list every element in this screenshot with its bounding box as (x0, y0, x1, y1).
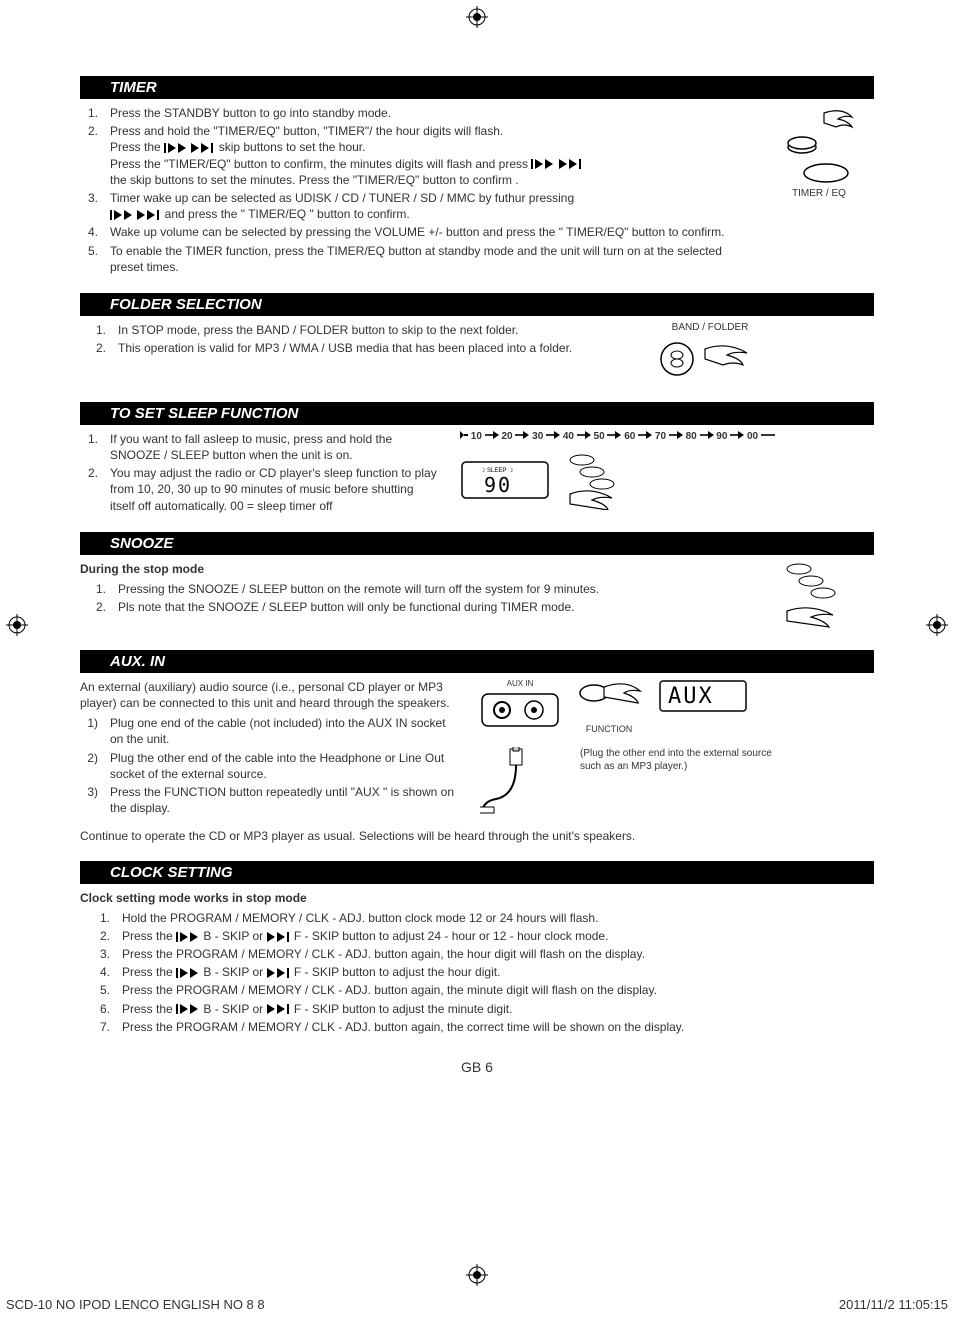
skip-forward-icon (267, 932, 291, 942)
heading-folder: FOLDER SELECTION (80, 293, 874, 316)
skip-forward-icon (137, 210, 161, 220)
list-item: 1)Plug one end of the cable (not include… (80, 715, 460, 747)
heading-timer: TIMER (80, 76, 874, 99)
aux-display-icon: AUX (658, 679, 748, 713)
hand-press-timer-icon (774, 105, 864, 185)
skip-back-icon (176, 1004, 200, 1014)
sleep-display-value: 90 (484, 473, 512, 497)
list-item: 2.Pls note that the SNOOZE / SLEEP butto… (80, 599, 744, 615)
list-item: 2.Press the B - SKIP or F - SKIP button … (80, 928, 874, 944)
hand-press-folder-icon (655, 333, 765, 383)
list-item: 6.Press the B - SKIP or F - SKIP button … (80, 1001, 874, 1017)
list-item: 4.Wake up volume can be selected by pres… (80, 224, 744, 240)
hand-press-snooze-icon (779, 561, 859, 631)
aux-function-label: FUNCTION (574, 724, 644, 734)
snooze-row: During the stop mode 1.Pressing the SNOO… (80, 561, 874, 634)
sleep-list: 1.If you want to fall asleep to music, p… (80, 431, 440, 514)
list-item: 2)Plug the other end of the cable into t… (80, 750, 460, 782)
list-item: 1.Pressing the SNOOZE / SLEEP button on … (80, 581, 744, 597)
skip-forward-icon (267, 1004, 291, 1014)
folder-list: 1.In STOP mode, press the BAND / FOLDER … (80, 322, 620, 356)
reg-mark-right (926, 614, 948, 636)
aux-display-value: AUX (668, 684, 714, 709)
hand-press-function-icon (574, 679, 644, 721)
list-item: 7.Press the PROGRAM / MEMORY / CLK - ADJ… (80, 1019, 874, 1035)
aux-caption: (Plug the other end into the external so… (580, 747, 780, 773)
heading-clock: CLOCK SETTING (80, 861, 874, 884)
snooze-list: 1.Pressing the SNOOZE / SLEEP button on … (80, 581, 744, 615)
list-item: 1.In STOP mode, press the BAND / FOLDER … (80, 322, 620, 338)
list-item: 3)Press the FUNCTION button repeatedly u… (80, 784, 460, 816)
skip-back-icon (110, 210, 134, 220)
list-item: 4.Press the B - SKIP or F - SKIP button … (80, 964, 874, 980)
skip-back-icon (531, 159, 555, 169)
skip-back-icon (176, 968, 200, 978)
heading-aux: AUX. IN (80, 650, 874, 673)
skip-forward-icon (267, 968, 291, 978)
aux-cable-icon (480, 747, 566, 817)
timer-row: 1.Press the STANDBY button to go into st… (80, 105, 874, 277)
list-item: 1.Hold the PROGRAM / MEMORY / CLK - ADJ.… (80, 910, 874, 926)
skip-forward-icon (559, 159, 583, 169)
aux-continue: Continue to operate the CD or MP3 player… (80, 828, 874, 844)
hand-press-sleep-icon (562, 450, 632, 510)
footer-right: 2011/11/2 11:05:15 (839, 1297, 948, 1312)
heading-snooze: SNOOZE (80, 532, 874, 555)
sleep-display-icon: ☽ SLEEP ☽ 90 (460, 460, 550, 500)
reg-mark-bottom (466, 1264, 488, 1286)
list-item: 2.Press and hold the "TIMER/EQ" button, … (80, 123, 744, 188)
list-item: 1.If you want to fall asleep to music, p… (80, 431, 440, 463)
folder-row: 1.In STOP mode, press the BAND / FOLDER … (80, 322, 874, 386)
heading-sleep: TO SET SLEEP FUNCTION (80, 402, 874, 425)
skip-forward-icon (191, 143, 215, 153)
list-item: 2.You may adjust the radio or CD player'… (80, 465, 440, 514)
list-item: 1.Press the STANDBY button to go into st… (80, 105, 744, 121)
list-item: 2.This operation is valid for MP3 / WMA … (80, 340, 620, 356)
aux-intro: An external (auxiliary) audio source (i.… (80, 679, 460, 711)
timer-eq-label: TIMER / EQ (764, 188, 874, 199)
skip-back-icon (164, 143, 188, 153)
page-number: GB 6 (80, 1059, 874, 1075)
list-item: 5.Press the PROGRAM / MEMORY / CLK - ADJ… (80, 982, 874, 998)
list-item: 5.To enable the TIMER function, press th… (80, 243, 744, 275)
aux-row: An external (auxiliary) audio source (i.… (80, 679, 874, 819)
aux-socket-icon (480, 688, 560, 738)
timer-list: 1.Press the STANDBY button to go into st… (80, 105, 744, 275)
snooze-intro: During the stop mode (80, 561, 744, 577)
sleep-value-bar: 10 20 30 40 50 60 70 80 90 00 (460, 431, 820, 442)
footer: SCD-10 NO IPOD LENCO ENGLISH NO 8 8 2011… (0, 1297, 954, 1312)
aux-list: 1)Plug one end of the cable (not include… (80, 715, 460, 816)
reg-mark-top (466, 6, 488, 28)
aux-socket-label: AUX IN (480, 679, 560, 688)
clock-list: 1.Hold the PROGRAM / MEMORY / CLK - ADJ.… (80, 910, 874, 1035)
band-folder-label: BAND / FOLDER (640, 322, 780, 333)
clock-intro: Clock setting mode works in stop mode (80, 890, 874, 906)
list-item: 3.Press the PROGRAM / MEMORY / CLK - ADJ… (80, 946, 874, 962)
list-item: 3.Timer wake up can be selected as UDISK… (80, 190, 744, 222)
reg-mark-left (6, 614, 28, 636)
footer-left: SCD-10 NO IPOD LENCO ENGLISH NO 8 8 (6, 1297, 265, 1312)
skip-back-icon (176, 932, 200, 942)
sleep-row: 1.If you want to fall asleep to music, p… (80, 431, 874, 516)
